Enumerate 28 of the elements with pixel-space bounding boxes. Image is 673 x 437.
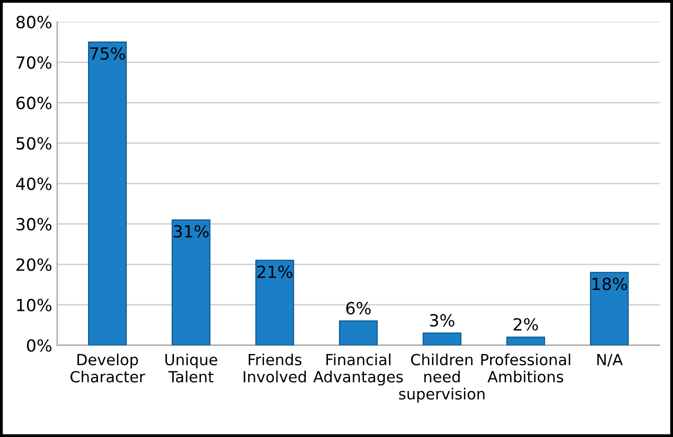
- data-label: 6%: [346, 302, 371, 315]
- y-tick-label: 70%: [16, 56, 52, 69]
- bar: [590, 272, 629, 346]
- bar: [506, 336, 546, 346]
- x-tick-label: Professional Ambitions: [481, 354, 570, 382]
- data-label: 31%: [174, 225, 209, 238]
- x-tick-label: Unique Talent: [165, 354, 218, 382]
- y-tick-label: 60%: [16, 96, 52, 110]
- y-tick-label: 50%: [16, 137, 52, 150]
- data-label: 2%: [514, 318, 538, 331]
- y-tick-label: 20%: [16, 258, 52, 271]
- bar: [338, 320, 378, 346]
- bar: [172, 219, 210, 346]
- x-tick-label: Develop Character: [70, 354, 146, 382]
- x-tick-label: Friends Involved: [244, 354, 306, 382]
- data-label: 75%: [90, 47, 125, 60]
- bar: [422, 332, 462, 346]
- data-label: 21%: [257, 265, 292, 278]
- y-tick-label: 80%: [16, 16, 52, 28]
- bar: [88, 42, 127, 346]
- y-tick-label: 40%: [16, 178, 52, 190]
- y-tick-label: 30%: [16, 218, 52, 231]
- data-label: 18%: [592, 278, 627, 290]
- bar: [255, 260, 294, 346]
- x-tick-label: N/A: [597, 354, 623, 367]
- y-tick-label: 0%: [27, 339, 52, 352]
- y-tick-label: 10%: [17, 298, 52, 312]
- data-label: 3%: [430, 314, 454, 327]
